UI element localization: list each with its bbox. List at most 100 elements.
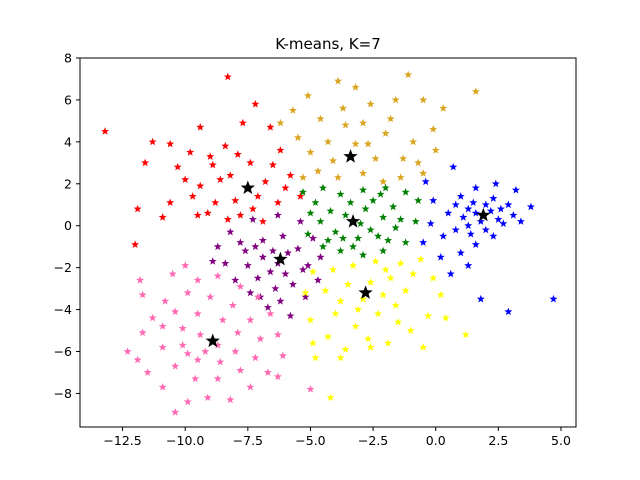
y-tick-label: −6	[54, 344, 72, 359]
data-point	[276, 146, 285, 154]
data-point	[419, 238, 428, 246]
data-point	[324, 332, 332, 341]
data-point	[374, 309, 383, 318]
data-point	[324, 236, 332, 244]
data-point	[346, 198, 355, 207]
data-point	[396, 173, 405, 181]
data-point	[306, 148, 315, 156]
data-point	[471, 183, 480, 192]
data-point	[193, 309, 202, 318]
data-point	[389, 202, 398, 211]
data-point	[316, 252, 325, 261]
data-point	[298, 265, 307, 274]
data-point	[476, 217, 485, 225]
data-point	[451, 225, 460, 234]
data-point	[226, 227, 235, 236]
data-point	[371, 257, 380, 265]
data-point	[313, 167, 322, 175]
data-point	[336, 297, 345, 305]
data-point	[384, 338, 393, 347]
data-point	[258, 217, 267, 225]
data-point	[414, 196, 423, 204]
y-tick-label: 2	[64, 176, 72, 191]
data-point	[168, 269, 177, 278]
data-point	[236, 238, 245, 246]
y-tick-label: −2	[54, 260, 72, 275]
data-point	[409, 137, 418, 146]
data-point	[461, 330, 470, 339]
data-point	[316, 114, 325, 123]
data-point	[133, 355, 142, 364]
data-point	[366, 99, 375, 108]
y-tick-label: −8	[54, 386, 72, 401]
points-layer	[101, 70, 558, 416]
data-point	[203, 393, 212, 402]
data-point	[326, 393, 335, 402]
data-point	[148, 137, 157, 146]
data-point	[246, 315, 255, 324]
data-point	[359, 118, 368, 127]
data-point	[359, 169, 368, 177]
data-point	[178, 324, 187, 332]
data-point	[281, 183, 290, 192]
data-point	[166, 198, 175, 207]
data-point	[331, 227, 340, 236]
data-point	[138, 328, 147, 337]
data-point	[499, 219, 508, 228]
data-point	[364, 334, 373, 343]
x-tick-label: 0.0	[426, 433, 446, 448]
data-point	[308, 234, 317, 242]
data-point	[329, 156, 337, 165]
data-point	[133, 204, 142, 213]
data-point	[391, 95, 400, 104]
data-point	[246, 382, 255, 391]
y-tick-label: −4	[54, 302, 72, 317]
data-point	[396, 259, 405, 267]
data-point	[213, 271, 222, 280]
data-point	[293, 133, 302, 142]
data-point	[436, 290, 445, 299]
data-point	[379, 246, 388, 255]
data-point	[471, 240, 480, 248]
data-point	[516, 217, 525, 225]
data-point	[226, 171, 235, 179]
data-point	[171, 408, 180, 416]
data-point	[216, 357, 225, 366]
cluster-centroid	[476, 207, 491, 222]
data-point	[181, 261, 190, 269]
x-tick-label: −12.5	[103, 433, 141, 448]
cluster-centroid	[343, 149, 358, 163]
data-point	[394, 317, 403, 326]
data-point	[549, 294, 558, 303]
data-point	[429, 125, 438, 133]
data-point	[344, 280, 353, 288]
data-point	[313, 276, 322, 284]
data-point	[406, 326, 415, 334]
data-point	[253, 192, 262, 200]
data-point	[386, 114, 395, 123]
data-point	[321, 286, 330, 295]
data-point	[526, 202, 535, 211]
data-point	[231, 196, 240, 204]
data-point	[426, 219, 435, 228]
y-axis: −8 −6 −4 −2 0 2 4 6 8	[54, 51, 80, 401]
data-point	[349, 261, 358, 269]
data-point	[251, 99, 260, 108]
data-point	[496, 204, 505, 213]
axes-frame	[79, 57, 577, 428]
data-point	[326, 206, 335, 215]
data-point	[409, 269, 418, 278]
data-point	[206, 292, 215, 301]
x-tick-label: −2.5	[358, 433, 388, 448]
y-tick-label: 8	[64, 51, 72, 66]
data-point	[416, 255, 425, 263]
data-point	[238, 118, 247, 127]
data-point	[379, 290, 388, 299]
y-tick-label: 4	[64, 134, 72, 149]
y-tick-label: 6	[64, 92, 72, 107]
cluster-centroid	[273, 251, 288, 266]
data-point	[446, 269, 455, 278]
data-point	[336, 246, 345, 255]
data-point	[386, 273, 395, 282]
data-point	[181, 175, 190, 183]
